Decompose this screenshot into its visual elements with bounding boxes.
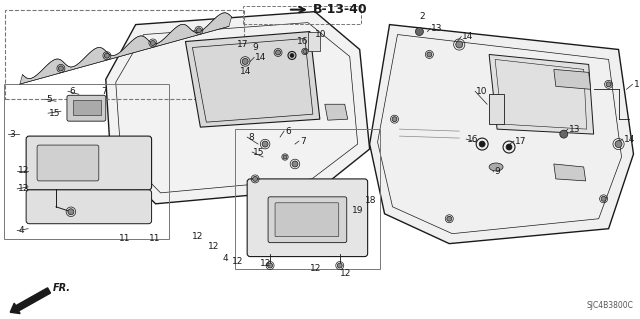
Text: 18: 18 [365,196,376,205]
Circle shape [601,196,606,201]
Text: 3: 3 [9,130,15,139]
Circle shape [292,161,298,167]
Text: 12: 12 [209,242,220,251]
Text: SJC4B3800C: SJC4B3800C [587,301,634,310]
Text: 12: 12 [340,269,351,278]
Text: 16: 16 [467,135,479,144]
Text: 17: 17 [237,40,249,49]
Text: 10: 10 [315,30,326,39]
Text: 2: 2 [419,12,425,21]
Polygon shape [370,25,634,244]
Text: 19: 19 [352,206,364,215]
Circle shape [303,49,307,54]
Polygon shape [20,13,232,84]
Circle shape [283,155,287,159]
Circle shape [479,141,485,147]
Text: 12: 12 [310,264,321,273]
Text: 6: 6 [285,127,291,136]
FancyBboxPatch shape [67,95,106,121]
Circle shape [392,117,397,122]
Circle shape [447,216,452,221]
Text: 16: 16 [297,37,308,46]
Circle shape [196,28,202,33]
Text: 12: 12 [232,257,244,266]
Text: 9: 9 [252,43,258,52]
Polygon shape [325,104,348,120]
Circle shape [262,141,268,147]
Circle shape [104,53,109,58]
Circle shape [606,82,611,87]
Text: 14: 14 [462,32,474,41]
Text: 15: 15 [49,109,61,118]
Polygon shape [186,32,320,127]
FancyBboxPatch shape [37,145,99,181]
Text: 4: 4 [222,254,228,263]
Circle shape [150,41,156,46]
Text: 10: 10 [476,87,488,96]
Circle shape [276,50,280,55]
Bar [73,100,101,115]
Text: 14: 14 [240,67,252,76]
Text: 7: 7 [300,137,306,145]
Polygon shape [106,12,370,204]
Circle shape [615,141,622,148]
Polygon shape [489,55,594,134]
Text: 7: 7 [101,87,106,96]
Circle shape [456,41,463,48]
Text: B-13-40: B-13-40 [313,3,367,16]
Text: 11: 11 [119,234,130,243]
Text: 13: 13 [569,125,580,134]
Bar [489,94,504,124]
FancyBboxPatch shape [26,136,152,190]
Circle shape [337,263,342,268]
Polygon shape [554,164,586,181]
FancyArrow shape [10,288,51,314]
Text: 14: 14 [623,135,635,144]
Circle shape [506,144,512,150]
Text: 12: 12 [18,167,29,175]
Text: 14: 14 [255,53,266,62]
Circle shape [68,209,74,215]
Bar [308,32,320,51]
FancyBboxPatch shape [275,203,339,237]
Text: 11: 11 [148,234,160,243]
Text: FR.: FR. [53,284,71,293]
FancyBboxPatch shape [26,190,152,224]
Text: 12: 12 [260,259,271,268]
Circle shape [268,263,273,268]
Circle shape [242,58,248,64]
Polygon shape [554,70,591,89]
Text: 17: 17 [515,137,527,145]
Circle shape [415,27,424,35]
Circle shape [560,130,568,138]
Text: 15: 15 [253,147,265,157]
Ellipse shape [489,163,503,171]
Circle shape [58,66,63,71]
Text: 9: 9 [494,167,500,176]
Text: 4: 4 [18,226,24,235]
Circle shape [427,52,432,57]
Circle shape [253,176,258,182]
Text: 6: 6 [69,87,75,96]
Text: 12: 12 [193,232,204,241]
FancyBboxPatch shape [247,179,367,256]
Text: 13: 13 [431,24,443,33]
FancyBboxPatch shape [268,197,347,243]
Text: 5: 5 [46,95,52,104]
Text: 12: 12 [18,184,29,193]
Circle shape [290,54,294,57]
Text: 8: 8 [248,133,254,142]
Text: 1: 1 [634,80,639,89]
